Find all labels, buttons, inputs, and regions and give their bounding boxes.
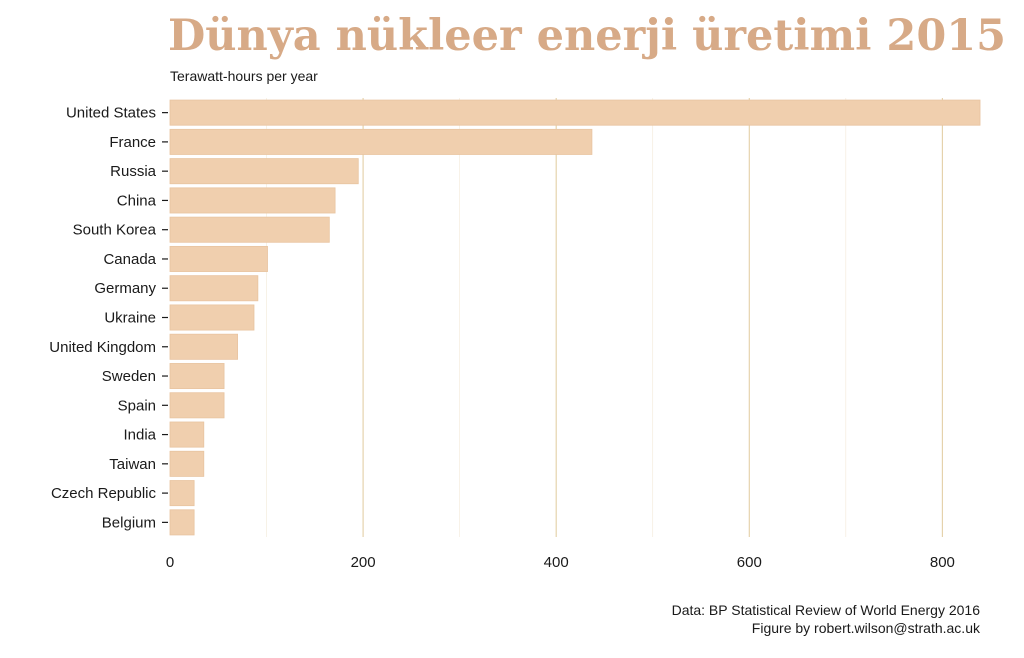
bar	[169, 245, 268, 272]
category-label: Taiwan	[109, 456, 156, 473]
chart-title: Dünya nükleer enerji üretimi 2015	[168, 11, 1006, 61]
category-label: United States	[66, 105, 156, 122]
category-label: Canada	[103, 251, 156, 268]
bar	[169, 421, 205, 448]
category-label: South Korea	[73, 222, 157, 239]
category-label: Ukraine	[104, 310, 156, 327]
category-label: China	[117, 192, 157, 209]
caption: Data: BP Statistical Review of World Ene…	[672, 602, 981, 636]
bars	[169, 99, 981, 536]
bar	[169, 333, 238, 360]
bar	[169, 187, 336, 214]
category-label: France	[109, 134, 156, 151]
category-label: Sweden	[102, 368, 156, 385]
category-label: United Kingdom	[49, 339, 156, 356]
bar	[169, 304, 255, 331]
category-labels: United States France Russia China South Kore…	[49, 105, 168, 531]
x-tick-label: 800	[930, 554, 955, 571]
bar	[169, 216, 330, 243]
gridlines	[266, 98, 943, 537]
chart-subtitle: Terawatt-hours per year	[170, 68, 318, 84]
bar	[169, 158, 359, 185]
category-label: Belgium	[102, 514, 156, 531]
category-label: India	[123, 427, 156, 444]
category-label: Russia	[110, 163, 157, 180]
bar	[169, 392, 225, 419]
bar	[169, 363, 225, 390]
category-label: Germany	[94, 280, 156, 297]
bar	[169, 275, 259, 302]
bar	[169, 450, 205, 477]
bar	[169, 480, 195, 507]
caption-line: Data: BP Statistical Review of World Ene…	[672, 602, 981, 618]
x-tick-label: 0	[166, 554, 174, 571]
x-tick-label: 400	[544, 554, 569, 571]
x-axis-ticks: 0 200 400 600 800	[166, 554, 955, 571]
caption-line: Figure by robert.wilson@strath.ac.uk	[752, 620, 981, 636]
bar	[169, 128, 593, 155]
bar	[169, 99, 981, 126]
x-tick-label: 200	[351, 554, 376, 571]
category-label: Czech Republic	[51, 485, 157, 502]
category-label: Spain	[118, 397, 156, 414]
x-tick-label: 600	[737, 554, 762, 571]
bar	[169, 509, 195, 536]
